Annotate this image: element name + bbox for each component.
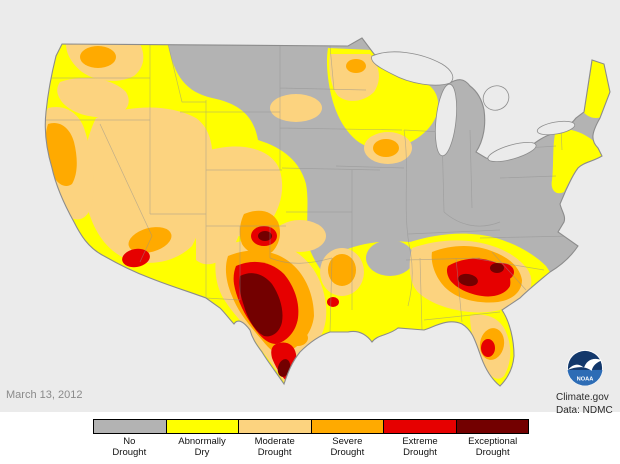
legend-swatch-row (93, 419, 529, 434)
legend-label-text: Extreme (402, 436, 438, 447)
legend-label-row: No Drought Abnormally Dry Moderate Drought … (93, 436, 529, 458)
legend-label-text: Drought (257, 447, 292, 459)
credit-data-source: Data: NDMC (556, 405, 613, 416)
credit-climate-gov: Climate.gov (556, 392, 609, 403)
map-date-label: March 13, 2012 (6, 389, 83, 401)
great-lakes (371, 51, 576, 163)
legend-swatch-exceptional (456, 420, 528, 433)
noaa-logo-sea (567, 369, 603, 386)
legend-label-text: Severe (332, 436, 363, 447)
legend-label-text: No (123, 436, 136, 447)
map-area (0, 0, 620, 412)
lake-erie-shape (487, 141, 537, 163)
no-drought-pocket (366, 240, 414, 276)
legend-label-exceptional: Exceptional Drought (456, 436, 529, 458)
lake-michigan-shape (434, 83, 458, 157)
legend-swatch-abnormally-dry (166, 420, 239, 433)
legend-label-text: Dry (194, 447, 210, 459)
legend-label-text: Moderate (254, 436, 295, 447)
legend-label-text: Drought (475, 447, 510, 459)
legend-label-text: Exceptional (468, 436, 518, 447)
legend-swatch-severe (311, 420, 384, 433)
legend-label-no-drought: No Drought (93, 436, 166, 458)
legend-swatch-moderate (239, 420, 312, 433)
legend-swatch-extreme (384, 420, 457, 433)
legend-swatch-no-drought (94, 420, 167, 433)
lake-superior-shape (371, 51, 454, 86)
noaa-logo: NOAA (566, 349, 604, 387)
noaa-logo-text: NOAA (577, 376, 594, 382)
lake-huron-shape (482, 85, 510, 111)
legend-label-text: Drought (112, 447, 147, 459)
legend-label-text: Abnormally (178, 436, 226, 447)
map-credits: Climate.gov Data: NDMC (556, 391, 613, 417)
legend-label-extreme: Extreme Drought (384, 436, 457, 458)
us-drought-map (44, 37, 611, 387)
legend-label-text: Drought (403, 447, 437, 459)
legend-label-abnormally-dry: Abnormally Dry (166, 436, 239, 458)
drought-legend: No Drought Abnormally Dry Moderate Drought … (93, 419, 529, 458)
drought-layers (45, 38, 610, 386)
legend-label-moderate: Moderate Drought (238, 436, 311, 458)
drought-layer-exceptional (239, 231, 504, 377)
legend-label-text: Drought (330, 447, 365, 459)
legend-label-severe: Severe Drought (311, 436, 384, 458)
lake-ontario-shape (536, 120, 576, 136)
noaa-gull-icon (567, 358, 603, 371)
